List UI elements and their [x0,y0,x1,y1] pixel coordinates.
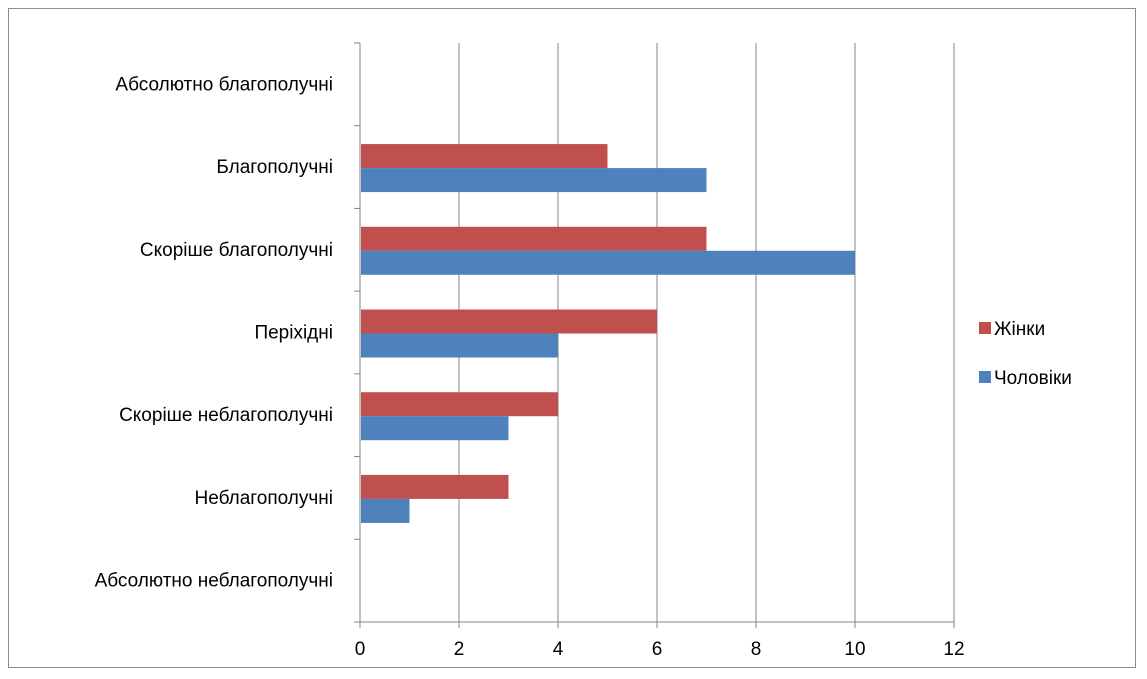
x-tick-label-0: 0 [355,639,366,660]
category-label-5: Неблагополучні [195,488,333,509]
legend-swatch-1 [979,371,991,383]
bar-zhinky-2 [361,226,707,251]
x-tick-label-3: 6 [652,639,663,660]
x-tick-label-4: 8 [751,639,762,660]
category-label-2: Скоріше благополучні [140,240,333,261]
legend-label-1: Чоловіки [994,368,1072,389]
x-tick-label-6: 12 [943,639,964,660]
bar-cholovy-4 [361,416,509,441]
bar-zhinky-1 [361,144,608,169]
bar-cholovy-2 [361,250,855,275]
legend-swatch-0 [979,322,991,334]
x-tick-label-2: 4 [553,639,564,660]
chart-frame [8,8,1136,668]
category-label-3: Періхідні [254,323,333,344]
bar-zhinky-3 [361,309,657,334]
bar-zhinky-4 [361,392,558,417]
category-label-1: Благополучні [216,157,333,178]
x-tick-label-1: 2 [454,639,465,660]
x-tick-label-5: 10 [844,639,865,660]
bar-zhinky-5 [361,474,509,499]
bar-cholovy-1 [361,168,707,193]
category-label-4: Скоріше неблагополучні [119,405,333,426]
legend-label-0: Жінки [994,319,1045,340]
category-label-0: Абсолютно благополучні [115,74,333,95]
bar-cholovy-5 [361,498,410,523]
bar-cholovy-3 [361,333,558,358]
category-label-6: Абсолютно неблагополучні [95,571,333,592]
